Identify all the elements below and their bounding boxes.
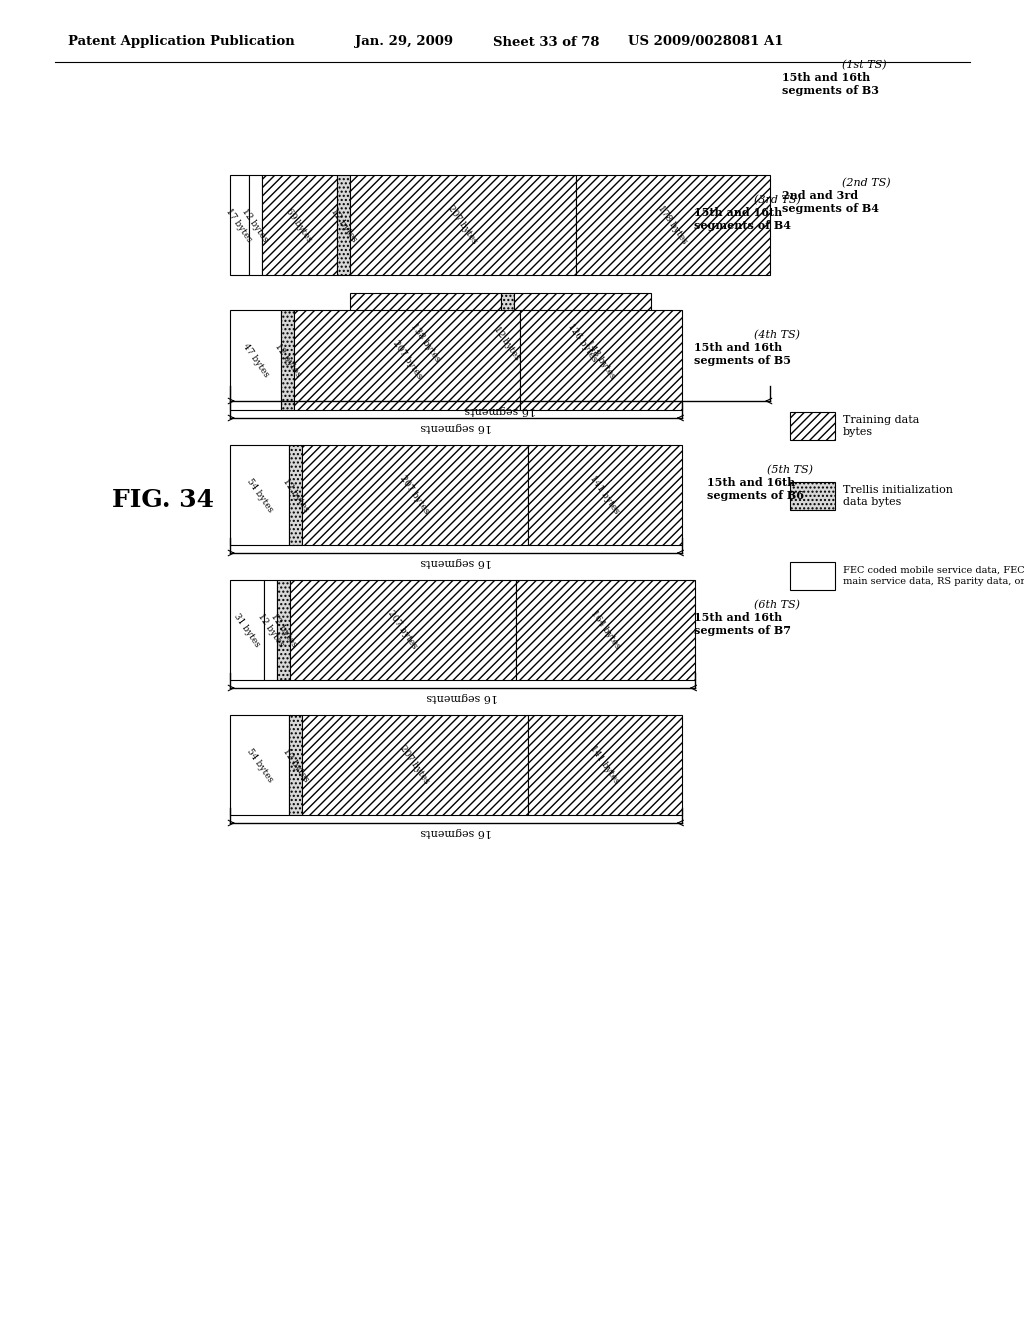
Bar <box>290 579 516 680</box>
Text: 207 bytes: 207 bytes <box>446 205 479 246</box>
Text: 207 bytes: 207 bytes <box>398 474 431 516</box>
Bar <box>230 579 264 680</box>
Text: 207 bytes: 207 bytes <box>398 744 431 785</box>
Bar <box>790 412 835 440</box>
Text: 12 bytes: 12 bytes <box>256 611 286 648</box>
Bar <box>520 310 682 411</box>
Bar <box>514 293 651 393</box>
Bar <box>276 579 290 680</box>
Bar <box>249 176 262 275</box>
Text: (6th TS): (6th TS) <box>754 599 800 610</box>
Text: 12 bytes: 12 bytes <box>493 325 522 362</box>
Text: Sheet 33 of 78: Sheet 33 of 78 <box>493 36 599 49</box>
Bar <box>302 445 527 545</box>
Text: 12 bytes: 12 bytes <box>281 477 310 513</box>
Text: 12 bytes: 12 bytes <box>273 342 303 379</box>
Text: 12 bytes: 12 bytes <box>268 611 298 648</box>
Text: Patent Application Publication: Patent Application Publication <box>68 36 295 49</box>
Bar <box>230 715 289 814</box>
Text: FIG. 34: FIG. 34 <box>112 488 214 512</box>
Text: 178 bytes: 178 bytes <box>656 205 689 246</box>
Bar <box>501 293 514 393</box>
Bar <box>230 445 289 545</box>
Text: US 2009/0028081 A1: US 2009/0028081 A1 <box>628 36 783 49</box>
Text: 15th and 16th
segments of B7: 15th and 16th segments of B7 <box>693 612 791 636</box>
Text: (3rd TS): (3rd TS) <box>754 194 801 205</box>
Bar <box>575 176 770 275</box>
Text: 54 bytes: 54 bytes <box>245 746 274 784</box>
Bar <box>527 445 682 545</box>
Bar <box>262 176 337 275</box>
Text: 16 segments: 16 segments <box>427 692 499 702</box>
Bar <box>350 293 501 393</box>
Text: 207 bytes: 207 bytes <box>391 339 424 381</box>
Text: 15th and 16th
segments of B6: 15th and 16th segments of B6 <box>707 477 804 500</box>
Text: 15th and 16th
segments of B3: 15th and 16th segments of B3 <box>782 73 879 96</box>
Text: 138 bytes: 138 bytes <box>409 322 441 364</box>
Text: 141 bytes: 141 bytes <box>588 474 622 516</box>
Text: (4th TS): (4th TS) <box>754 330 800 341</box>
Text: 12 bytes: 12 bytes <box>329 206 358 243</box>
Bar <box>294 310 520 411</box>
Text: 164 bytes: 164 bytes <box>589 609 622 651</box>
Bar <box>282 310 294 411</box>
Bar <box>289 715 302 814</box>
Text: Jan. 29, 2009: Jan. 29, 2009 <box>355 36 454 49</box>
Text: 2nd and 3rd
segments of B4: 2nd and 3rd segments of B4 <box>782 190 879 214</box>
Text: 16 segments: 16 segments <box>420 422 492 432</box>
Text: 148 bytes: 148 bytes <box>585 339 617 381</box>
Text: 12 bytes: 12 bytes <box>281 747 310 784</box>
Bar <box>350 176 575 275</box>
Text: Training data
bytes: Training data bytes <box>843 416 920 437</box>
Text: 15th and 16th
segments of B5: 15th and 16th segments of B5 <box>693 342 791 366</box>
Text: 31 bytes: 31 bytes <box>232 611 262 648</box>
Bar <box>230 176 249 275</box>
Text: (2nd TS): (2nd TS) <box>842 178 891 187</box>
Text: (5th TS): (5th TS) <box>767 465 813 475</box>
Bar <box>230 310 282 411</box>
Bar <box>264 579 276 680</box>
Text: FEC coded mobile service data, FEC coded signaling data,
main service data, RS p: FEC coded mobile service data, FEC coded… <box>843 566 1024 586</box>
Bar <box>790 562 835 590</box>
Bar <box>516 579 694 680</box>
Text: 141 bytes: 141 bytes <box>588 744 622 785</box>
Text: 16 segments: 16 segments <box>420 557 492 568</box>
Text: 69 bytes: 69 bytes <box>285 206 314 244</box>
Text: 47 bytes: 47 bytes <box>241 342 270 379</box>
Bar <box>289 445 302 545</box>
Text: 16 segments: 16 segments <box>420 828 492 837</box>
Text: 126 bytes: 126 bytes <box>566 322 599 364</box>
Bar <box>527 715 682 814</box>
Bar <box>337 176 350 275</box>
Text: Trellis initialization
data bytes: Trellis initialization data bytes <box>843 486 953 507</box>
Text: 16 segments: 16 segments <box>464 405 536 414</box>
Text: 17 bytes: 17 bytes <box>224 206 254 244</box>
Bar <box>302 715 527 814</box>
Bar <box>790 482 835 510</box>
Text: 15th and 16th
segments of B4: 15th and 16th segments of B4 <box>693 207 791 231</box>
Text: (1st TS): (1st TS) <box>842 59 887 70</box>
Text: 54 bytes: 54 bytes <box>245 477 274 513</box>
Text: 12 bytes: 12 bytes <box>241 206 270 243</box>
Text: 207 bytes: 207 bytes <box>386 609 420 651</box>
